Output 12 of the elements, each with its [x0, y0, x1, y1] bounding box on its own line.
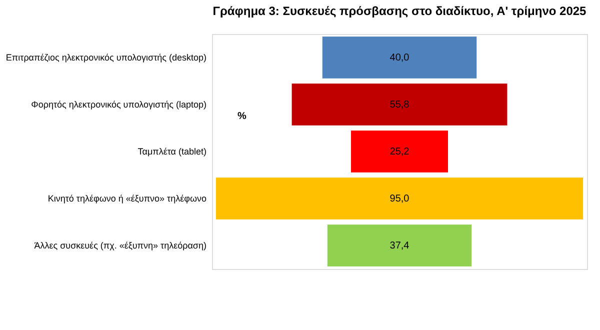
category-label: Κινητό τηλέφωνο ή «έξυπνο» τηλέφωνο [48, 194, 206, 204]
category-label: Φορητός ηλεκτρονικός υπολογιστής (laptop) [31, 100, 206, 110]
text: Γράφημα 3: Συσκευές πρόσβασης στο διαδίκτυο, Α' τρίμηνο 2025 [212, 4, 587, 18]
category-label: Άλλες συσκευές (πχ. «έξυπνη» τηλεόραση) [34, 240, 206, 250]
data-label: 55,8 [390, 100, 410, 110]
text: % [238, 111, 247, 122]
data-label: 37,4 [390, 240, 410, 252]
data-label: 25,2 [390, 146, 410, 158]
category-label: Επιτραπέζιος ηλεκτρονικός υπολογιστής (desktop) [6, 52, 206, 62]
category-label: Ταμπλέτα (tablet) [138, 146, 206, 156]
data-label: 40,0 [390, 52, 410, 64]
data-label: 95,0 [390, 194, 410, 204]
